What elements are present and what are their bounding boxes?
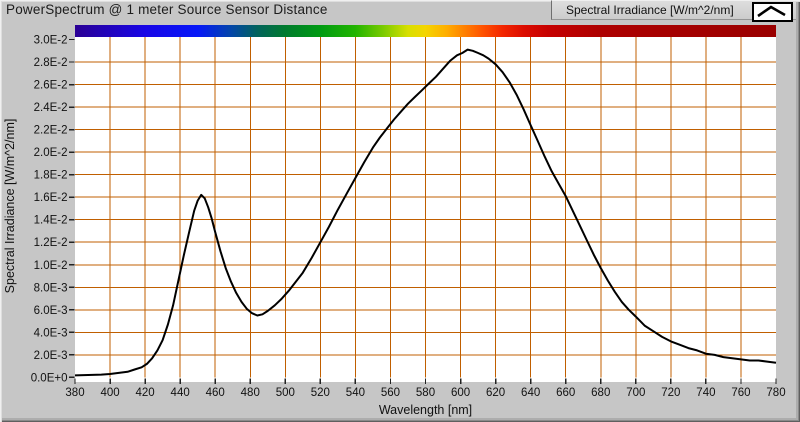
- y-tick-label: 6.0E-3: [34, 305, 68, 317]
- x-tick-label: 640: [521, 387, 540, 399]
- plot-legend[interactable]: Spectral Irradiance [W/m^2/nm]: [551, 0, 796, 22]
- x-tick-label: 440: [171, 387, 190, 399]
- graph-title: PowerSpectrum @ 1 meter Source Sensor Di…: [6, 2, 328, 17]
- y-tick-labels: 0.0E+0 2.0E-3 4.0E-3 6.0E-3 8.0E-3 1.0E-2 1.2E…: [31, 35, 68, 385]
- x-tick-label: 520: [311, 387, 330, 399]
- wavelength-colorbar: [75, 25, 776, 37]
- x-tick-label: 580: [416, 387, 435, 399]
- graph-titlebar: PowerSpectrum @ 1 meter Source Sensor Di…: [0, 0, 800, 22]
- x-tick-label: 680: [591, 387, 610, 399]
- x-axis-title: Wavelength [nm]: [379, 403, 472, 417]
- y-tick-label: 1.6E-2: [34, 192, 68, 204]
- x-tick-label: 540: [346, 387, 365, 399]
- y-tick-label: 1.4E-2: [34, 215, 68, 227]
- y-tick-label: 1.0E-2: [34, 260, 68, 272]
- x-tick-label: 600: [451, 387, 470, 399]
- spectrum-curve: [74, 48, 777, 377]
- x-tick-label: 400: [100, 387, 119, 399]
- y-tick-label: 2.6E-2: [34, 80, 68, 92]
- y-tick-label: 4.0E-3: [34, 327, 68, 339]
- x-tick-label: 560: [381, 387, 400, 399]
- y-tick-label: 2.8E-2: [34, 57, 68, 69]
- x-tick-label: 780: [766, 387, 785, 399]
- tick-marks: [69, 38, 777, 384]
- plot-legend-label: Spectral Irradiance [W/m^2/nm]: [566, 3, 734, 17]
- y-tick-label: 0.0E+0: [31, 372, 68, 384]
- y-tick-label: 1.8E-2: [34, 170, 68, 182]
- x-tick-labels: 380 400 420 440 460 480 500 520 540 560 580 600 620 6…: [65, 387, 785, 399]
- x-tick-label: 720: [661, 387, 680, 399]
- x-tick-label: 740: [696, 387, 715, 399]
- y-tick-label: 8.0E-3: [34, 282, 68, 294]
- x-tick-label: 420: [136, 387, 155, 399]
- y-tick-label: 1.2E-2: [34, 237, 68, 249]
- y-tick-label: 3.0E-2: [34, 35, 68, 47]
- x-tick-label: 500: [276, 387, 295, 399]
- x-tick-label: 480: [241, 387, 260, 399]
- y-tick-label: 2.2E-2: [34, 125, 68, 137]
- x-tick-label: 380: [65, 387, 84, 399]
- x-tick-label: 660: [556, 387, 575, 399]
- gridlines: [75, 37, 776, 378]
- x-tick-label: 760: [731, 387, 750, 399]
- y-tick-label: 2.4E-2: [34, 102, 68, 114]
- x-tick-label: 620: [486, 387, 505, 399]
- y-tick-label: 2.0E-2: [34, 147, 68, 159]
- y-axis-title: Spectral Irradiance [W/m^2/nm]: [3, 119, 17, 294]
- line-sample-caret-icon[interactable]: [752, 2, 793, 22]
- y-tick-label: 2.0E-3: [34, 350, 68, 362]
- x-tick-label: 460: [206, 387, 225, 399]
- x-tick-label: 700: [626, 387, 645, 399]
